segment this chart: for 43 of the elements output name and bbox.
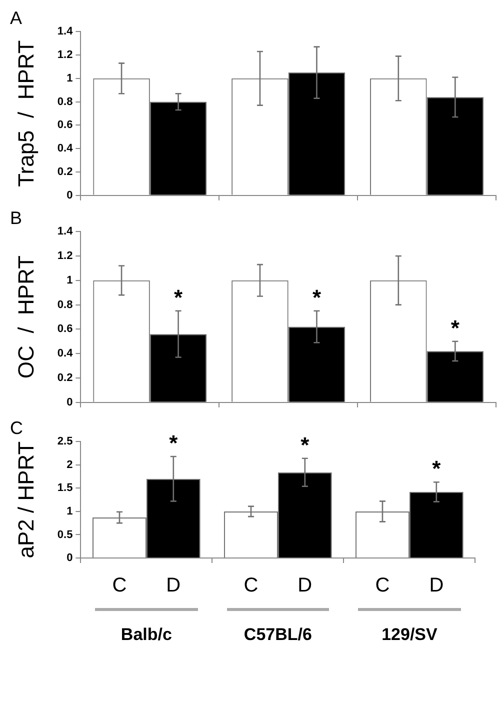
y-axis-title: OC / HPRT [13, 255, 38, 379]
y-tick-label: 0 [66, 189, 73, 202]
chart-title: C [10, 418, 23, 438]
y-tick-label: 0.4 [57, 348, 74, 360]
chart-title: A [10, 8, 22, 28]
y-tick-label: 0.6 [57, 119, 73, 132]
y-axis-title: Trap5 / HPRT [13, 40, 38, 187]
y-tick-label: 1.4 [57, 26, 74, 38]
data-label: * [432, 456, 442, 482]
text: C [244, 574, 258, 597]
y-tick-label: 0.5 [57, 528, 73, 541]
y-tick-label: 0.6 [57, 323, 73, 336]
chart-title: B [10, 208, 22, 228]
y-tick-label: 1 [66, 72, 73, 84]
text: D [298, 574, 312, 597]
y-axis-title: aP2 / HPRT [13, 441, 38, 558]
y-tick-label: 0.2 [57, 372, 73, 384]
y-tick-label: 1 [66, 274, 73, 286]
y-tick-label: 2 [66, 458, 73, 471]
data-label: * [312, 284, 322, 310]
y-tick-label: 1.4 [57, 226, 74, 238]
text: D [429, 574, 444, 597]
y-tick-label: 0 [66, 396, 73, 408]
data-label: * [450, 315, 460, 340]
x-tick-label: Balb/c [120, 624, 172, 644]
y-tick-label: 0.8 [57, 96, 73, 108]
y-tick-label: 1.2 [57, 49, 73, 62]
y-tick-label: 1 [66, 505, 73, 518]
series-label: C [112, 574, 127, 597]
y-tick-label: 2.5 [57, 436, 73, 448]
data-label: * [300, 432, 310, 458]
series-label: D [166, 574, 181, 597]
y-tick-label: 1.2 [57, 250, 73, 262]
data-label: * [169, 430, 178, 456]
x-tick-label: 129/SV [382, 624, 438, 644]
y-tick-label: 0.4 [57, 142, 74, 155]
y-tick-label: 0 [66, 552, 73, 564]
y-tick-label: 0.2 [57, 166, 73, 178]
y-tick-label: 0.8 [57, 298, 73, 311]
x-tick-label: C57BL/6 [244, 624, 312, 644]
text: C [375, 574, 390, 597]
y-tick-label: 1.5 [57, 482, 73, 494]
data-label: * [174, 284, 184, 310]
